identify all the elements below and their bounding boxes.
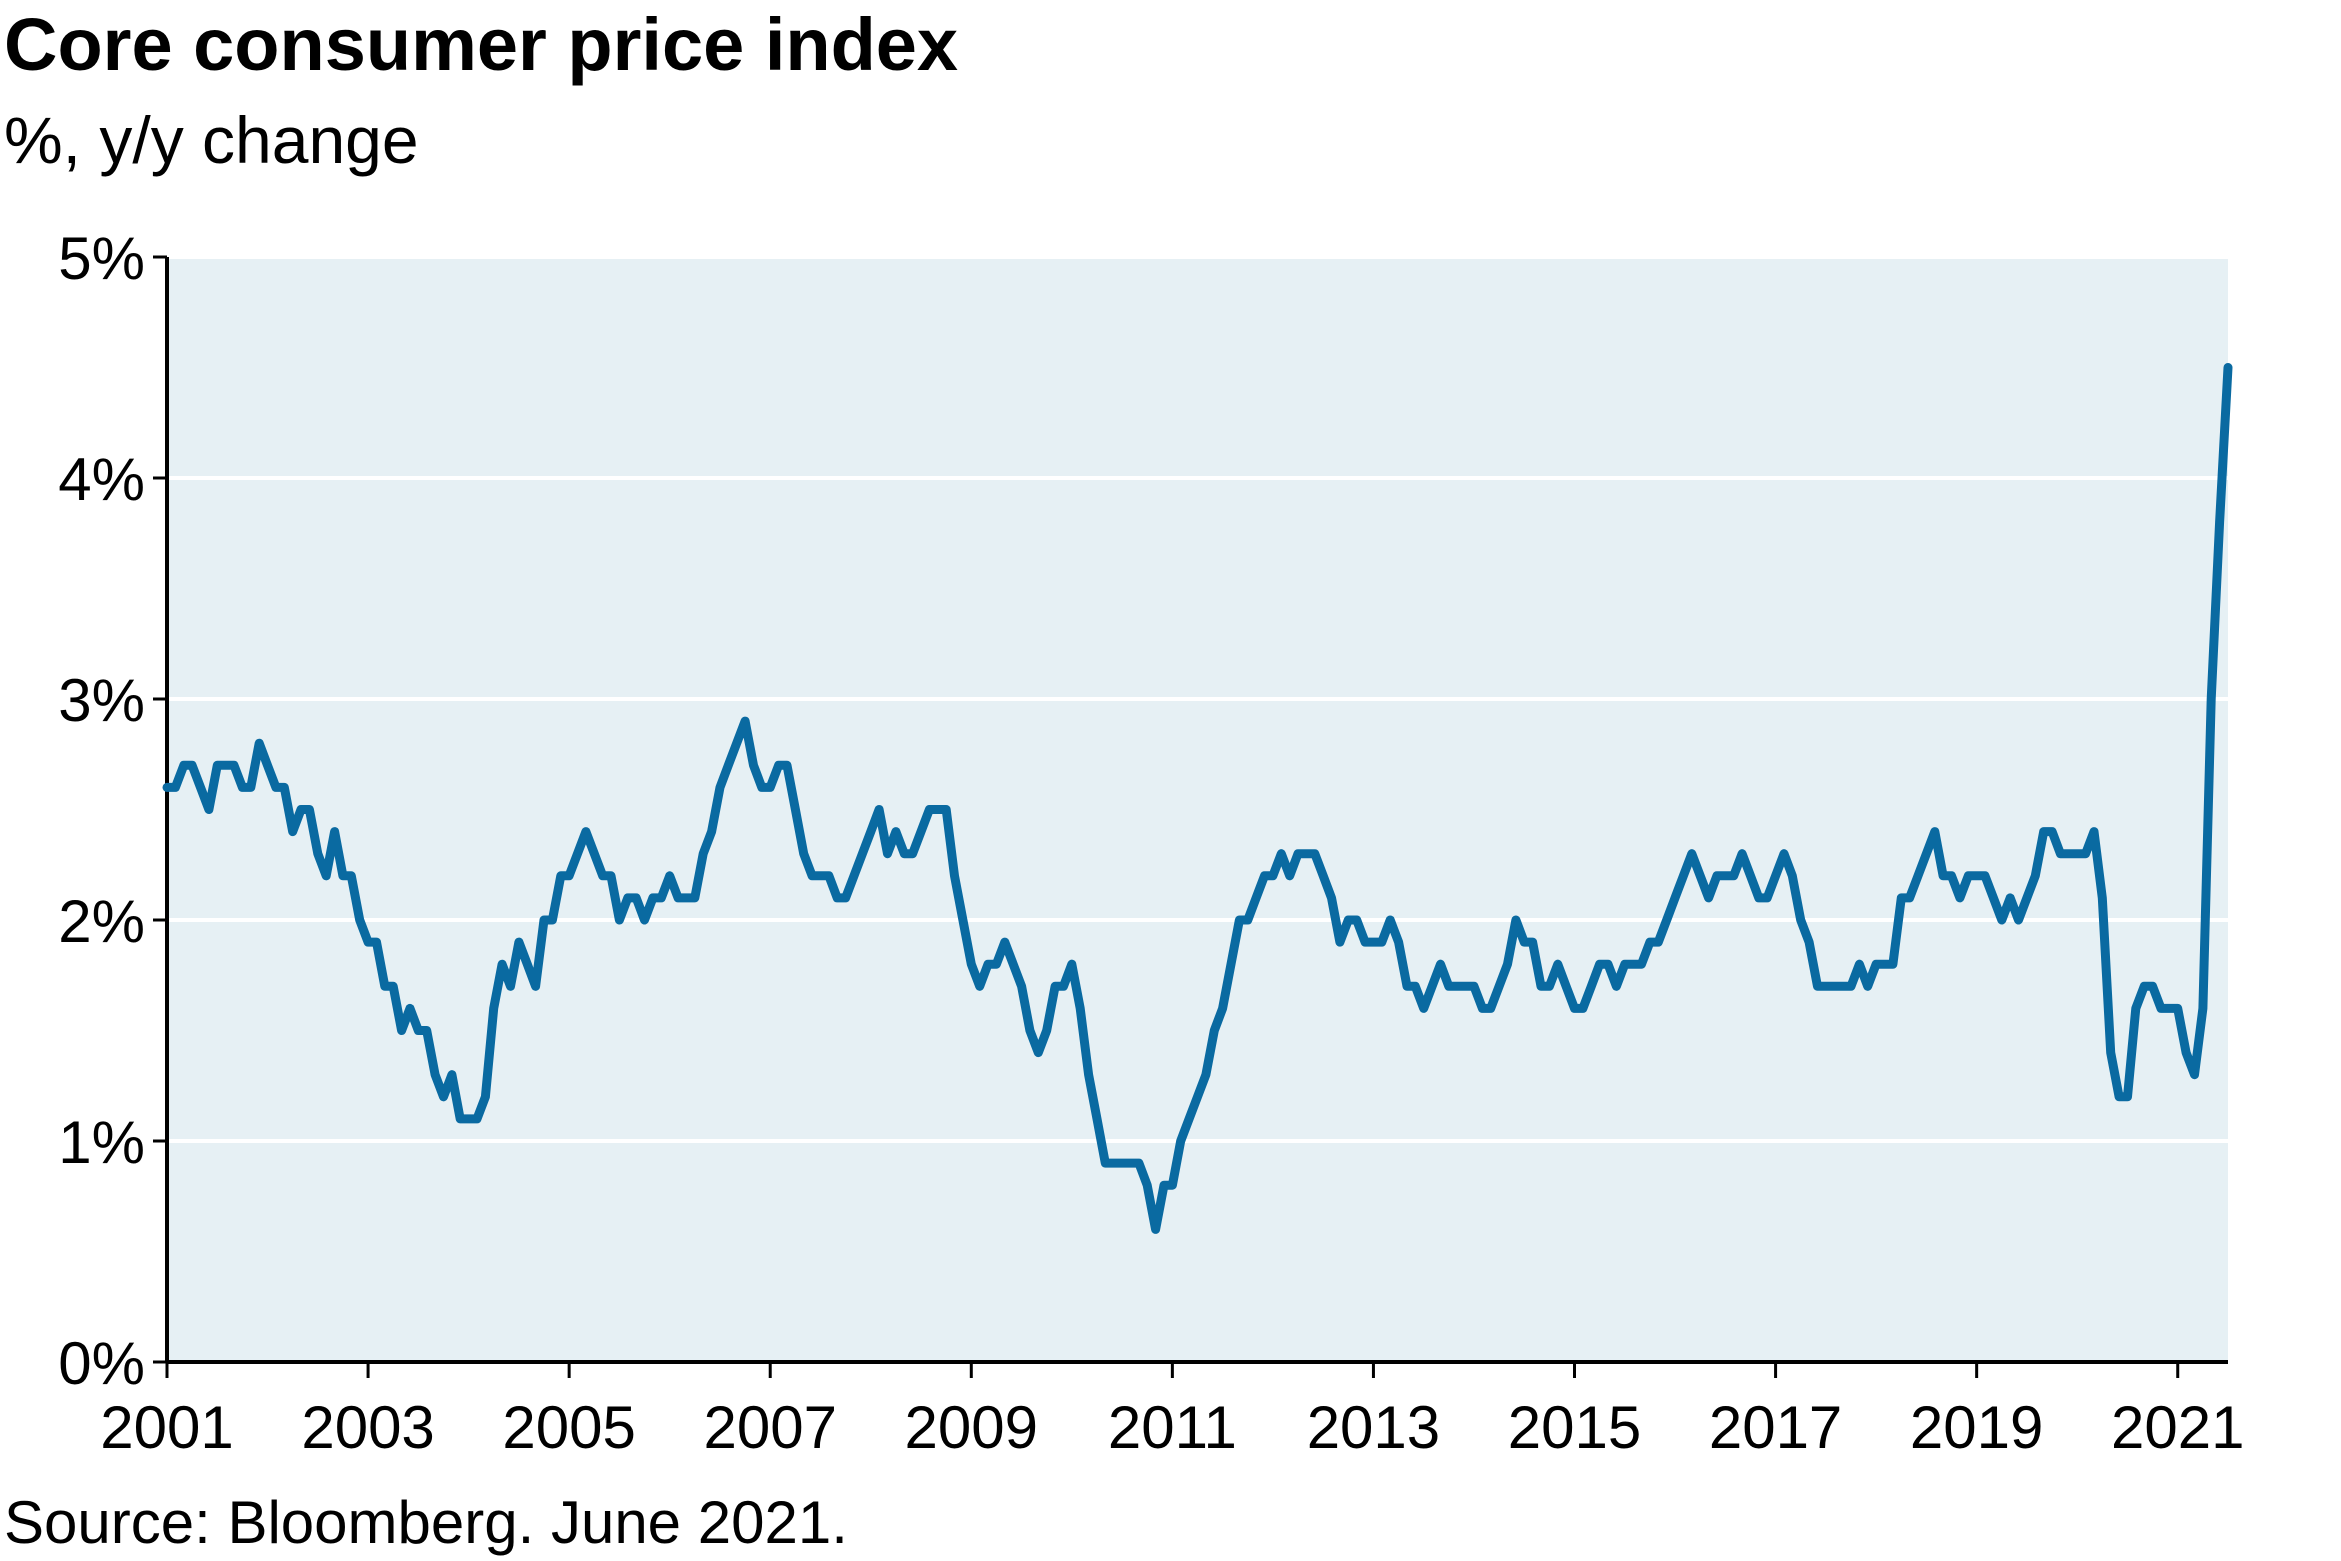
y-tick-label: 2% (58, 888, 145, 955)
x-tick-label: 2001 (100, 1394, 233, 1461)
tick-labels: 0% 1% 2% 3% 4% 5% 2001 2003 2005 2007 2009 2011 2013… (58, 225, 2244, 1461)
x-tick-label: 2007 (703, 1394, 836, 1461)
x-tick-label: 2009 (905, 1394, 1038, 1461)
y-tick-label: 1% (58, 1109, 145, 1176)
y-tick-label: 4% (58, 446, 145, 513)
x-tick-label: 2019 (1910, 1394, 2043, 1461)
x-tick-label: 2017 (1709, 1394, 1842, 1461)
y-tick-label: 3% (58, 667, 145, 734)
y-tick-label: 0% (58, 1330, 145, 1397)
axes (153, 255, 2228, 1378)
source-note: Source: Bloomberg. June 2021. (4, 1489, 848, 1556)
x-tick-label: 2011 (1108, 1394, 1237, 1461)
series-layer (162, 363, 2233, 1234)
x-tick-label: 2015 (1508, 1394, 1641, 1461)
y-tick-label: 5% (58, 225, 145, 292)
chart-title: Core consumer price index (4, 3, 959, 86)
series-line-core-cpi (162, 363, 2233, 1234)
x-tick-label: 2003 (301, 1394, 434, 1461)
x-tick-label: 2005 (502, 1394, 635, 1461)
chart-subtitle: %, y/y change (4, 103, 419, 177)
plot-background (167, 257, 2228, 1362)
gridlines (167, 255, 2228, 1143)
x-tick-label: 2021 (2111, 1394, 2244, 1461)
x-tick-label: 2013 (1307, 1394, 1440, 1461)
